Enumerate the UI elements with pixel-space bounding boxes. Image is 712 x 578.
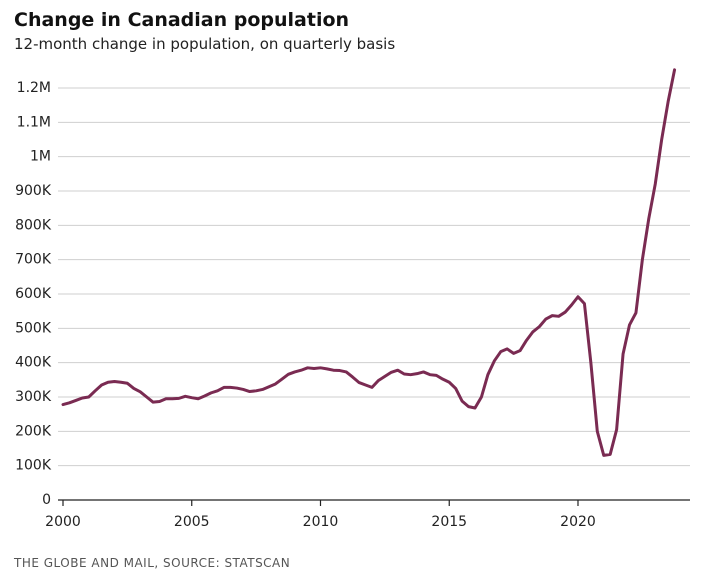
y-tick-label: 700K xyxy=(15,252,52,268)
x-tick-label: 2020 xyxy=(560,514,596,530)
y-tick-label: 1.2M xyxy=(17,80,51,96)
x-tick-label: 2005 xyxy=(174,514,210,530)
y-tick-label: 1M xyxy=(30,149,51,165)
source-note: THE GLOBE AND MAIL, SOURCE: STATSCAN xyxy=(13,556,290,570)
y-tick-label: 0 xyxy=(42,492,51,508)
y-tick-label: 800K xyxy=(15,217,52,233)
x-tick-label: 2010 xyxy=(303,514,339,530)
data-line xyxy=(61,68,677,457)
x-tick-label: 2015 xyxy=(431,514,467,530)
x-tick-label: 2000 xyxy=(45,514,81,530)
y-tick-label: 100K xyxy=(15,458,52,474)
y-tick-label: 900K xyxy=(15,183,52,199)
y-tick-label: 500K xyxy=(15,320,52,336)
y-tick-label: 1.1M xyxy=(17,114,51,130)
y-tick-label: 200K xyxy=(15,423,52,439)
chart-title: Change in Canadian population xyxy=(14,9,349,31)
y-tick-label: 400K xyxy=(15,355,52,371)
y-tick-label: 300K xyxy=(15,389,52,405)
chart-subtitle: 12-month change in population, on quarte… xyxy=(14,35,395,53)
y-tick-label: 600K xyxy=(15,286,52,302)
